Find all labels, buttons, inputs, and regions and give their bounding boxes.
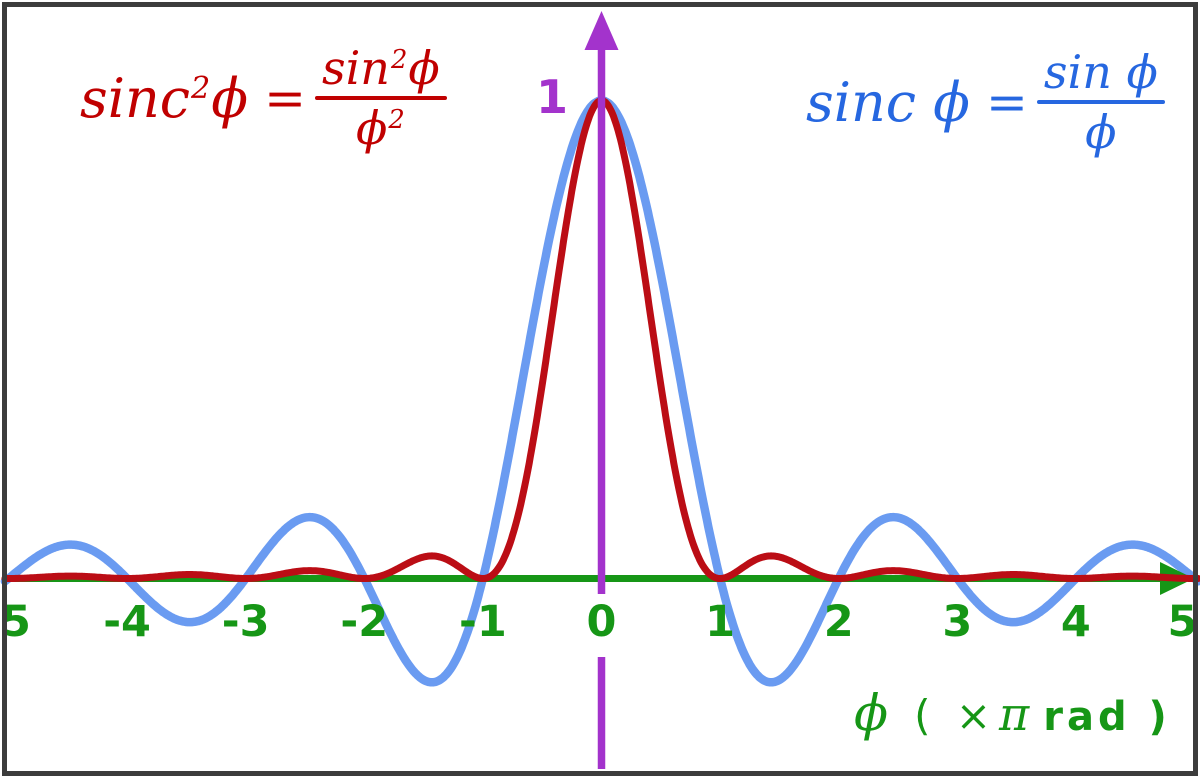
x-tick-label--3: -3 xyxy=(221,597,270,647)
x-tick-label-3: 3 xyxy=(942,597,973,647)
formula-lhs: sinc2ϕ xyxy=(80,66,249,130)
fraction-numerator: sin2ϕ xyxy=(321,41,440,95)
equals-sign: = xyxy=(264,69,306,128)
x-tick-label--4: -4 xyxy=(103,597,151,647)
fraction-denominator: ϕ xyxy=(1085,105,1117,160)
formula-lhs: sinc ϕ xyxy=(806,70,970,134)
fraction-numerator: sin ϕ xyxy=(1043,45,1158,99)
x-tick-label-1: 1 xyxy=(705,597,736,647)
x-axis-title: ϕ ( × π rad ) xyxy=(854,684,1171,742)
x-tick-label--2: -2 xyxy=(340,597,389,647)
sinc-formula: sinc ϕ = sin ϕ ϕ xyxy=(806,45,1165,160)
fraction-denominator: ϕ2 xyxy=(355,101,405,156)
fraction: sin2ϕ ϕ2 xyxy=(314,41,447,156)
phi-symbol: ϕ xyxy=(854,684,889,742)
pi-symbol: π xyxy=(999,687,1030,741)
x-tick-label-2: 2 xyxy=(823,597,854,647)
fraction: sin ϕ ϕ xyxy=(1036,45,1165,160)
y-peak-value-label: 1 xyxy=(536,70,569,124)
equals-sign: = xyxy=(985,73,1028,132)
fraction-bar xyxy=(314,96,447,101)
x-tick-label-5: 5 xyxy=(1167,597,1198,647)
y-axis xyxy=(584,11,619,769)
x-tick-label--5: -5 xyxy=(0,597,31,647)
rad-unit: rad ) xyxy=(1043,694,1171,740)
x-tick-label--1: -1 xyxy=(459,597,507,647)
x-tick-label-4: 4 xyxy=(1060,597,1091,647)
x-tick-label-0: 0 xyxy=(586,597,617,647)
sinc-squared-formula: sinc2ϕ = sin2ϕ ϕ2 xyxy=(80,41,447,156)
y-axis-arrowhead-icon xyxy=(584,11,619,50)
open-paren-times: ( × xyxy=(914,691,998,740)
fraction-bar xyxy=(1036,100,1165,105)
